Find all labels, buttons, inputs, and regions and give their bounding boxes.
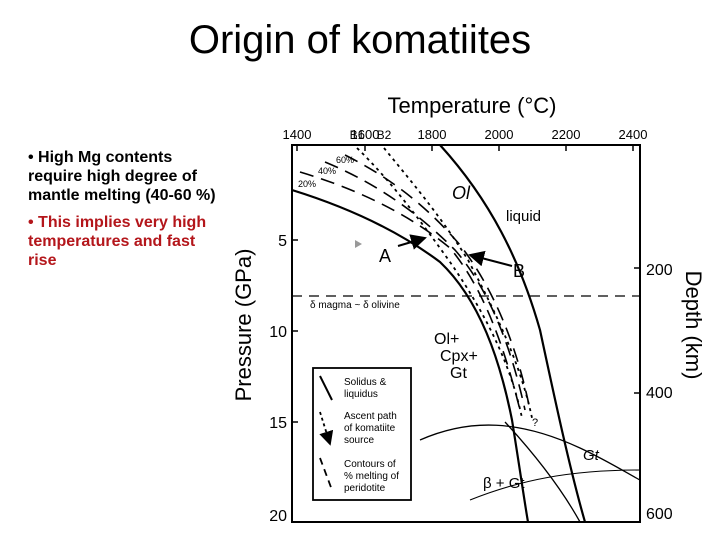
top-axis-title: Temperature (°C) [388,93,557,118]
a-label: A [379,246,391,266]
top-tick-label: 2200 [552,127,581,142]
top-tick-label: 1400 [283,127,312,142]
ascent-path-b1 [356,147,523,419]
top-tick-label: 2400 [619,127,648,142]
contour-20 [299,171,521,411]
bullet-mg-content: • High Mg contents require high degree o… [28,149,216,204]
contour-label: 60% [336,155,354,165]
right-tick-labels: 200 400 600 [646,262,673,523]
left-tick-labels: 5 10 15 20 [269,233,287,525]
legend-solid-swatch [319,375,333,401]
right-tick-label: 400 [646,385,673,402]
gt-phase-label: Gt [450,365,467,382]
legend-dashed-swatch [319,457,333,491]
right-axis-title: Depth (km) [681,271,706,380]
legend-text: Contours of [344,459,396,470]
left-axis-title: Pressure (GPa) [231,249,256,402]
legend-text: liquidus [344,389,378,400]
gt-boundary-upper [419,424,641,481]
b-label: B [513,261,525,281]
left-tick-label: 20 [269,508,287,525]
ol-label: Ol [452,183,471,203]
beta-boundary [469,469,641,501]
question-mark: ? [532,417,538,429]
density-label: δ magma ~ δ olivine [310,300,400,311]
gt-boundary-label: Gt [583,447,600,464]
cpx-phase-label: Cpx+ [440,348,478,365]
left-tick-label: 5 [278,233,287,250]
bullet-high-temperature: • This implies very high temperatures an… [28,214,207,269]
slide-title: Origin of komatiites [188,18,532,62]
tick-marks [292,145,640,423]
top-tick-label: 1600 [351,127,380,142]
faint-marker [355,240,362,248]
legend-text: Solidus & [344,377,387,388]
top-tick-label: 2000 [485,127,514,142]
top-tick-label: 1800 [418,127,447,142]
bullet-list: • High Mg contents require high degree o… [28,148,228,278]
b1-label: B1 [350,128,365,142]
arrow-b [468,250,513,267]
contour-label: 20% [298,179,316,189]
beta-gt-label: β + Gt [483,475,525,492]
arrow-a [397,234,427,250]
legend-text: Ascent path [344,411,397,422]
gt-boundary-lower [504,421,581,522]
liquid-label: liquid [506,208,541,225]
plot-frame [291,144,641,523]
b2-label: B2 [377,128,392,142]
left-tick-label: 15 [269,415,287,432]
top-tick-labels: 1400 1600 1800 2000 2200 2400 [283,127,648,142]
legend-text: % melting of [344,471,399,482]
ol-phase-label: Ol+ [434,331,459,348]
legend-text: peridotite [344,483,386,494]
contour-60 [344,154,531,411]
right-tick-label: 600 [646,506,673,523]
left-tick-label: 10 [269,324,287,341]
right-tick-label: 200 [646,262,673,279]
liquidus-curve [439,145,587,522]
contour-label: 40% [318,166,336,176]
solidus-curve [292,188,530,522]
legend-text: of komatiite [344,423,396,434]
legend-frame [312,367,412,501]
legend-text: source [344,435,374,446]
contour-40 [324,161,526,411]
legend-box: Solidus & liquidus Ascent path of komati… [312,367,412,501]
